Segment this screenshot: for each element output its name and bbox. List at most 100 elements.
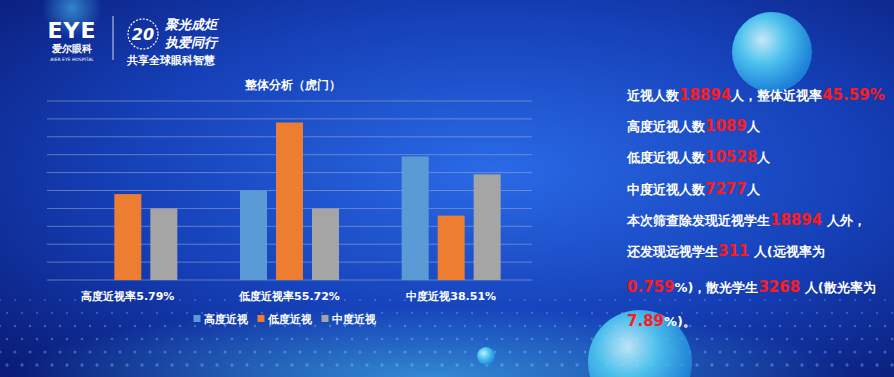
summary-text: %)。 [664, 314, 696, 329]
dot [14, 299, 16, 301]
dot [824, 325, 826, 327]
dot [831, 338, 834, 341]
dot [440, 363, 443, 366]
dot [275, 363, 278, 366]
x-tick-label: 低度近视率55.72% [238, 290, 340, 303]
dot [50, 363, 53, 366]
dot [524, 299, 526, 301]
dot [365, 363, 368, 366]
dot [846, 312, 848, 314]
dot [74, 351, 77, 354]
summary-line: 还发现远视学生311 人(远视率为 [626, 242, 825, 260]
header: EYE爱尔眼科AIER EYE HOSPITAL20聚光成炬执爱同行共享全球眼科… [48, 16, 221, 67]
dot [194, 351, 197, 354]
dot [335, 363, 338, 366]
chart-title: 整体分析（虎门） [244, 78, 341, 92]
dot [434, 351, 437, 354]
dot [149, 325, 151, 327]
dot [710, 363, 713, 366]
dot [569, 325, 571, 327]
dot [434, 325, 436, 327]
dot [815, 363, 818, 366]
summary-line: 高度近视人数1089人 [627, 117, 761, 135]
divider [113, 16, 114, 60]
summary-line: 近视人数18894人，整体近视率45.59% [626, 86, 885, 104]
dot [449, 325, 451, 327]
bar [150, 208, 177, 280]
dot [194, 325, 196, 327]
dot [845, 363, 848, 366]
slogan: 聚光成炬 [164, 17, 220, 32]
floor-glow [10, 307, 850, 377]
summary-line: 低度近视人数10528人 [626, 148, 771, 166]
summary-text: 人(散光率为 [800, 280, 875, 295]
dot [66, 312, 68, 314]
dot [455, 363, 458, 366]
dot [854, 351, 857, 354]
dot [246, 338, 249, 341]
dot [336, 338, 339, 341]
summary-number: 7277 [705, 180, 747, 198]
dot [111, 312, 113, 314]
dot [531, 338, 534, 341]
dot [261, 312, 263, 314]
dot [464, 351, 467, 354]
dot [891, 312, 893, 314]
dot [576, 312, 578, 314]
dot [381, 312, 383, 314]
dot [741, 338, 744, 341]
dot [749, 325, 751, 327]
dot [290, 363, 293, 366]
summary-text: 人 [746, 182, 761, 197]
dot [591, 312, 593, 314]
dot [441, 312, 443, 314]
dot [546, 312, 548, 314]
dot [306, 338, 309, 341]
summary-line: 7.89%)。 [627, 312, 696, 330]
dot [155, 363, 158, 366]
dot [830, 363, 833, 366]
dot [44, 351, 47, 354]
dot [719, 299, 721, 301]
dot [726, 312, 728, 314]
legend-swatch [322, 315, 329, 322]
dot [359, 351, 362, 354]
summary-text: 还发现远视学生 [626, 244, 718, 259]
summary-text: 近视人数 [626, 88, 680, 103]
dot [809, 325, 811, 327]
dot [389, 325, 391, 327]
dot [374, 351, 377, 354]
dot [411, 338, 414, 341]
dot [545, 363, 548, 366]
dot [846, 338, 849, 341]
summary-text: 中度近视人数 [627, 182, 706, 197]
dot [254, 351, 257, 354]
dot [734, 351, 737, 354]
summary-number: 0.759 [627, 278, 674, 296]
dot [764, 351, 767, 354]
dot [740, 363, 743, 366]
dot [74, 325, 76, 327]
dot [156, 338, 159, 341]
dot [569, 351, 572, 354]
dot [749, 351, 752, 354]
dot [554, 299, 556, 301]
dot [764, 325, 766, 327]
summary-number: 45.59% [822, 86, 884, 104]
dot [674, 299, 676, 301]
dot [711, 338, 714, 341]
dot [344, 299, 346, 301]
dot [584, 299, 586, 301]
summary-text: 低度近视人数 [626, 150, 706, 165]
summary-text: %)，散光学生 [674, 280, 758, 295]
dot [59, 325, 61, 327]
summary-text: 人外， [822, 213, 866, 228]
dot [509, 351, 512, 354]
dot [396, 338, 399, 341]
dot [381, 338, 384, 341]
dot [771, 338, 774, 341]
dot [584, 325, 586, 327]
summary-text: 人(远视率为 [749, 244, 824, 259]
dot [719, 351, 722, 354]
dot [314, 351, 317, 354]
